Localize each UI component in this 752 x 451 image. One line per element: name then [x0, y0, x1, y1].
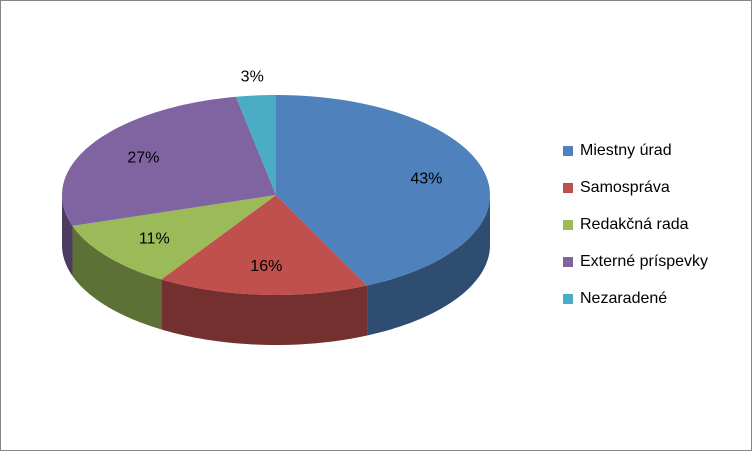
legend-swatch: [563, 257, 573, 267]
slice-side: [62, 195, 73, 276]
data-label: 43%: [410, 171, 442, 188]
slice-side-shade: [62, 195, 73, 276]
slice-side: [367, 195, 490, 336]
legend-swatch: [563, 294, 573, 304]
slice: [62, 96, 276, 226]
slice: [161, 195, 368, 295]
data-label: 3%: [241, 69, 264, 86]
legend-swatch: [563, 146, 573, 156]
slice-side-shade: [367, 195, 490, 336]
legend-swatch: [563, 220, 573, 230]
slice: [235, 95, 276, 195]
legend-label: Externé príspevky: [580, 253, 708, 270]
data-label: 27%: [127, 150, 159, 167]
slice: [276, 95, 490, 286]
slice-side-shade: [72, 225, 162, 330]
slice-side-shade: [161, 279, 368, 345]
slice: [72, 195, 276, 280]
data-label: 16%: [250, 258, 282, 275]
legend-label: Nezaradené: [580, 290, 667, 307]
data-label: 11%: [139, 230, 170, 247]
legend-label: Redakčná rada: [580, 216, 689, 233]
legend-swatch: [563, 183, 573, 193]
legend-label: Samospráva: [580, 179, 670, 196]
slice-side: [161, 279, 368, 345]
legend-label: Miestny úrad: [580, 142, 672, 159]
slice-side: [72, 225, 162, 330]
